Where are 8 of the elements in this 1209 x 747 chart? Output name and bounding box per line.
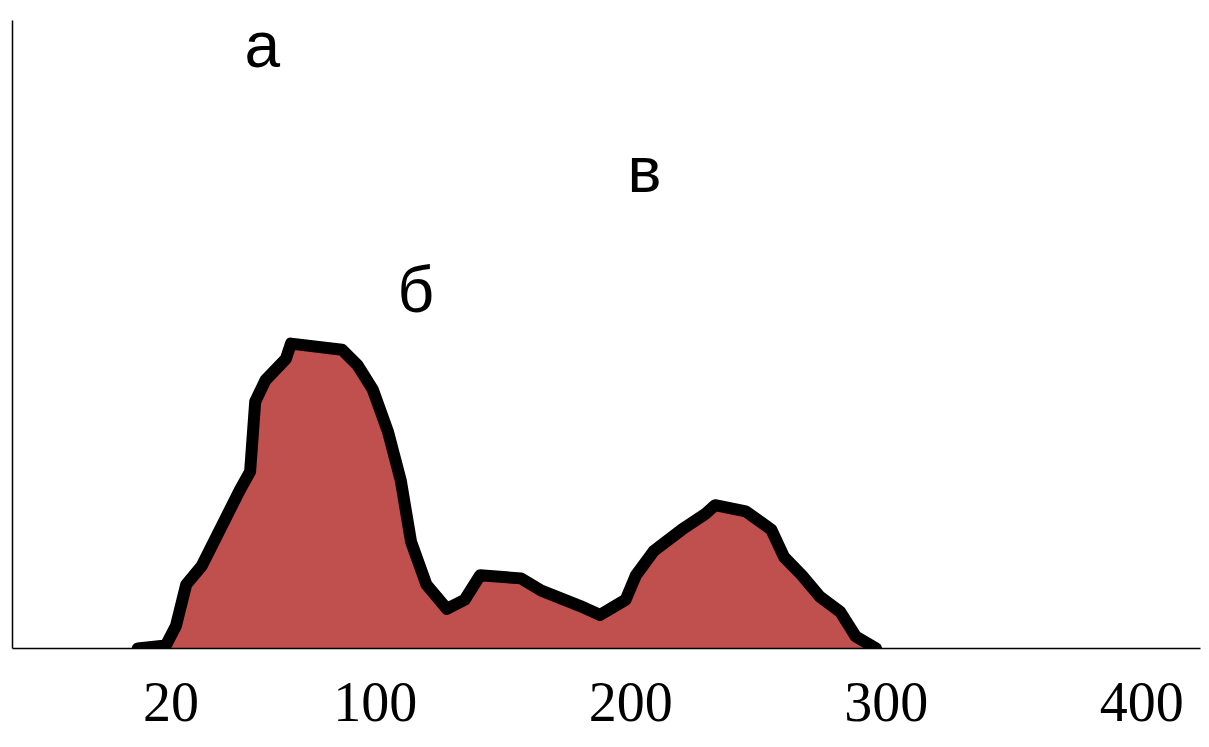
- x-tick-label: 400: [1099, 670, 1184, 733]
- x-tick-label: 100: [333, 670, 418, 733]
- x-tick-label: 200: [588, 670, 673, 733]
- text: а: [244, 8, 281, 81]
- x-tick-label: 20: [142, 670, 199, 733]
- x-tick-label: 300: [844, 670, 929, 733]
- text: б: [397, 253, 435, 326]
- text: в: [627, 133, 662, 206]
